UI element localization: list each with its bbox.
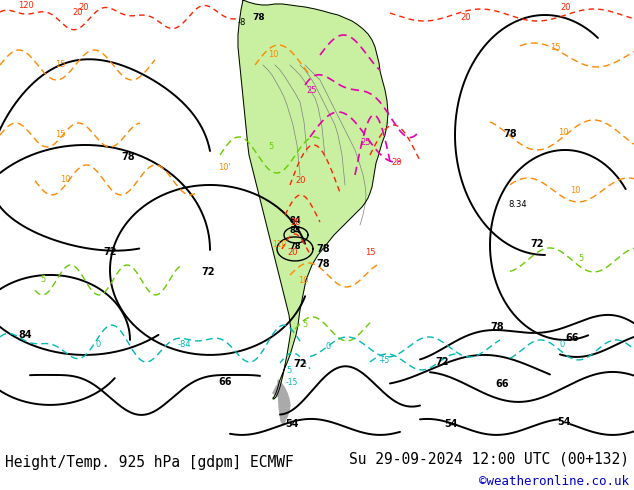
Text: Height/Temp. 925 hPa [gdpm] ECMWF: Height/Temp. 925 hPa [gdpm] ECMWF xyxy=(5,455,294,469)
Text: 120: 120 xyxy=(18,1,34,10)
Text: 5: 5 xyxy=(578,254,583,263)
Text: 84: 84 xyxy=(18,330,32,340)
Text: 8.34: 8.34 xyxy=(508,200,527,209)
Text: 78: 78 xyxy=(503,129,517,139)
Text: 72: 72 xyxy=(293,359,306,369)
Text: 54: 54 xyxy=(444,419,458,429)
Text: Su 29-09-2024 12:00 UTC (00+132): Su 29-09-2024 12:00 UTC (00+132) xyxy=(349,452,629,467)
Text: 5: 5 xyxy=(268,142,273,151)
Text: 54: 54 xyxy=(557,417,571,427)
Text: 78: 78 xyxy=(490,322,503,332)
Text: 72: 72 xyxy=(435,357,448,367)
Text: 25: 25 xyxy=(360,138,370,147)
Text: 20: 20 xyxy=(72,8,82,17)
Text: 20: 20 xyxy=(391,158,401,167)
Text: 25: 25 xyxy=(306,86,316,95)
Polygon shape xyxy=(278,380,290,425)
Text: 20: 20 xyxy=(290,218,301,227)
Text: 66: 66 xyxy=(218,377,231,387)
Text: 78: 78 xyxy=(316,259,330,269)
Text: -15: -15 xyxy=(286,378,299,387)
Text: 5: 5 xyxy=(286,366,291,375)
Text: 20: 20 xyxy=(460,13,470,22)
Text: 54: 54 xyxy=(285,419,299,429)
Text: 0: 0 xyxy=(560,340,566,349)
Text: 10: 10 xyxy=(558,128,569,137)
Text: 15: 15 xyxy=(365,248,375,257)
Text: 84: 84 xyxy=(289,226,301,235)
Text: 20: 20 xyxy=(295,176,306,185)
Text: 72: 72 xyxy=(103,247,117,257)
Text: 20: 20 xyxy=(78,3,89,12)
Text: 10: 10 xyxy=(60,175,70,184)
Text: 20: 20 xyxy=(560,3,571,12)
Text: 15: 15 xyxy=(55,60,65,69)
Text: 66: 66 xyxy=(495,379,508,389)
Text: 78: 78 xyxy=(289,242,301,251)
Text: 0: 0 xyxy=(95,340,100,349)
Text: 20: 20 xyxy=(287,248,297,257)
Text: 66: 66 xyxy=(565,333,578,343)
Text: 72: 72 xyxy=(201,267,215,277)
Text: -84: -84 xyxy=(178,340,191,349)
Text: 10: 10 xyxy=(268,50,278,59)
Text: ©weatheronline.co.uk: ©weatheronline.co.uk xyxy=(479,475,629,489)
Text: 10: 10 xyxy=(570,186,581,195)
Text: 5: 5 xyxy=(302,320,307,329)
Text: 110: 110 xyxy=(272,240,287,249)
Text: 10: 10 xyxy=(298,276,309,285)
Text: 15: 15 xyxy=(55,130,65,139)
Text: -8: -8 xyxy=(238,18,247,27)
Text: 84: 84 xyxy=(289,216,301,225)
Text: 72: 72 xyxy=(530,239,543,249)
Text: 78: 78 xyxy=(252,13,264,22)
Text: 15: 15 xyxy=(550,43,560,52)
Polygon shape xyxy=(273,383,284,397)
Polygon shape xyxy=(238,0,388,399)
Text: +5: +5 xyxy=(378,356,389,365)
Text: 10': 10' xyxy=(218,163,231,172)
Text: 78: 78 xyxy=(316,244,330,254)
Text: 78: 78 xyxy=(121,152,135,162)
Text: 0: 0 xyxy=(325,342,330,351)
Text: 5: 5 xyxy=(40,275,45,284)
